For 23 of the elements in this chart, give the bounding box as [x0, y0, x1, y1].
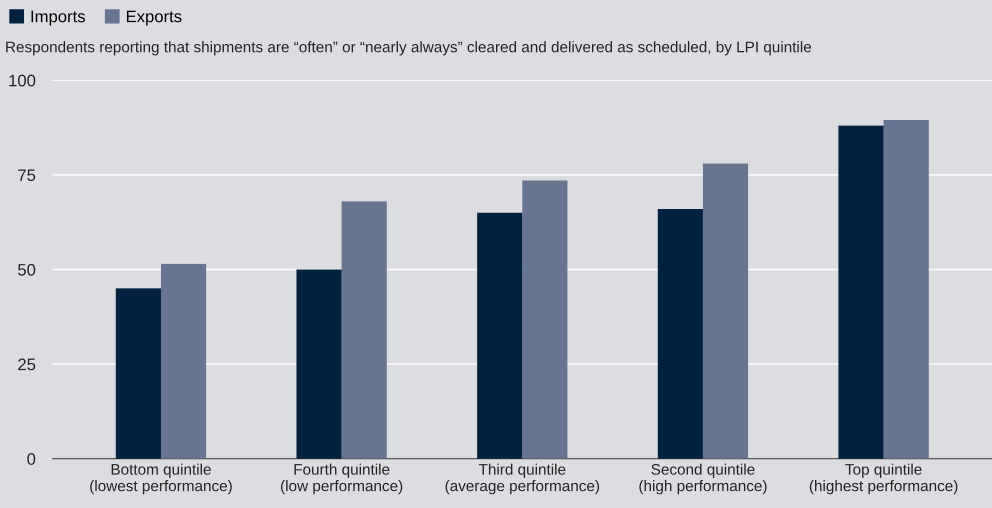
x-tick-label: Third quintile (average performance) [446, 464, 600, 494]
bar [884, 120, 929, 459]
bar [658, 208, 703, 459]
legend-label: Imports [32, 10, 85, 26]
bar [116, 288, 161, 459]
x-tick-label: Top quintile (highest performance) [810, 464, 958, 494]
x-tick-label: Fourth quintile (low performance) [281, 464, 402, 494]
bar [160, 264, 206, 459]
bar [342, 201, 387, 459]
y-tick-label: 75 [18, 169, 36, 182]
bar [838, 126, 884, 459]
y-tick-label: 50 [18, 264, 36, 276]
bar [477, 212, 522, 459]
x-tick-label: Bottom quintile (lowest performance) [90, 464, 232, 494]
y-tick-label: 0 [27, 453, 36, 465]
x-tick-label: Second quintile (high performance) [639, 464, 767, 494]
bar [522, 180, 568, 459]
legend-label: Exports [126, 10, 182, 26]
chart-subtitle: Respondents reporting that shipments are “often” or “nearly always” cleared and delivered as scheduled, by LPI quintile [6, 41, 812, 56]
y-tick-label: 25 [18, 358, 36, 370]
bar [296, 269, 342, 459]
bar [702, 164, 748, 459]
y-tick-label: 100 [9, 74, 36, 86]
